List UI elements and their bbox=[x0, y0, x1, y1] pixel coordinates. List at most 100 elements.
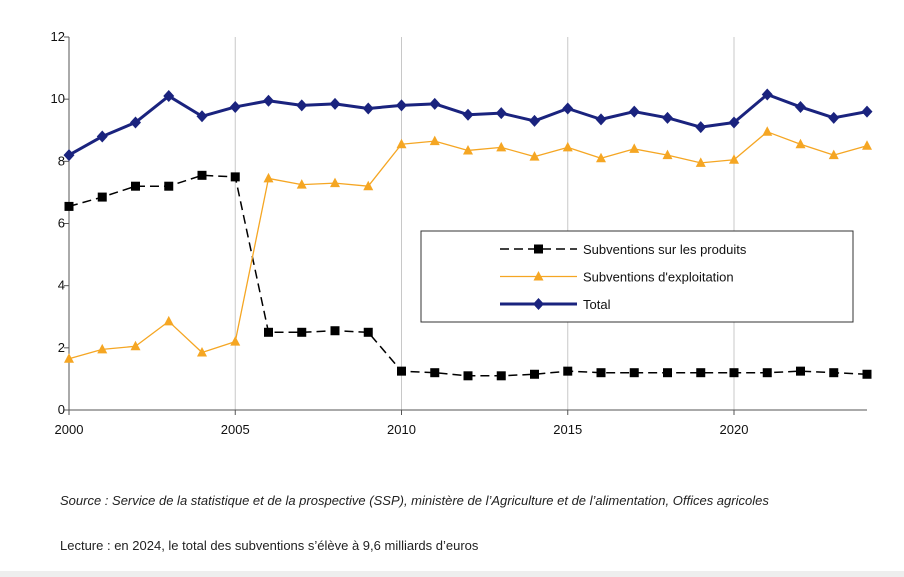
data-point-square bbox=[430, 368, 440, 378]
data-point-square bbox=[596, 368, 606, 378]
data-point-diamond bbox=[533, 298, 544, 310]
data-point-square bbox=[796, 366, 805, 376]
line-chart: 2000 2005 2010 2015 2020 0 2 4 6 8 10 12 Subvention… bbox=[51, 29, 873, 437]
legend-label: Subventions d'exploitation bbox=[583, 270, 734, 285]
legend-box bbox=[420, 230, 854, 323]
data-point-triangle bbox=[230, 336, 241, 346]
legend: Subventions sur les produits Subventions … bbox=[420, 230, 854, 323]
data-point-diamond bbox=[628, 105, 640, 118]
data-point-diamond bbox=[196, 110, 208, 123]
x-tick-label: 2015 bbox=[553, 422, 582, 437]
data-point-square bbox=[829, 368, 839, 378]
data-point-square bbox=[629, 368, 639, 378]
y-tick-label: 6 bbox=[58, 216, 65, 231]
legend-label: Total bbox=[583, 297, 611, 312]
reading-note: Lecture : en 2024, le total des subventi… bbox=[60, 538, 479, 553]
legend-label: Subventions sur les produits bbox=[583, 242, 747, 257]
data-point-diamond bbox=[529, 114, 540, 127]
data-point-triangle bbox=[795, 138, 806, 149]
data-point-diamond bbox=[761, 88, 773, 101]
data-point-diamond bbox=[362, 102, 374, 115]
data-point-triangle bbox=[596, 152, 606, 163]
data-point-triangle bbox=[263, 172, 274, 183]
data-point-diamond bbox=[429, 97, 441, 110]
data-point-triangle bbox=[629, 143, 640, 153]
data-point-square bbox=[729, 368, 739, 378]
data-point-square bbox=[862, 369, 872, 379]
source-note: Source : Service de la statistique et de… bbox=[60, 493, 769, 508]
data-point-square bbox=[164, 181, 174, 191]
bottom-bar bbox=[0, 571, 904, 577]
data-point-square bbox=[330, 326, 340, 336]
data-point-diamond bbox=[595, 113, 607, 126]
data-point-triangle bbox=[330, 177, 340, 188]
data-point-diamond bbox=[562, 102, 574, 115]
y-tick-label: 10 bbox=[51, 91, 65, 106]
y-tick-label: 8 bbox=[58, 153, 65, 168]
data-point-diamond bbox=[63, 149, 75, 162]
data-point-triangle bbox=[562, 141, 573, 152]
x-tick-label: 2010 bbox=[387, 422, 416, 437]
data-point-diamond bbox=[329, 97, 341, 110]
data-point-diamond bbox=[462, 108, 474, 121]
data-point-triangle bbox=[729, 154, 739, 164]
data-point-triangle bbox=[529, 151, 540, 161]
data-point-triangle bbox=[197, 346, 207, 357]
data-point-triangle bbox=[762, 126, 773, 136]
data-point-triangle bbox=[429, 135, 440, 146]
data-point-triangle bbox=[97, 343, 108, 354]
data-point-triangle bbox=[130, 340, 141, 351]
data-point-square bbox=[264, 327, 273, 337]
data-point-square bbox=[230, 172, 240, 182]
data-point-square bbox=[131, 181, 140, 191]
x-tick-label: 2020 bbox=[720, 422, 749, 437]
data-point-triangle bbox=[463, 144, 473, 155]
y-tick-label: 12 bbox=[51, 29, 65, 44]
data-point-square bbox=[97, 192, 107, 202]
data-point-diamond bbox=[263, 94, 274, 107]
series-2 bbox=[63, 88, 873, 162]
data-point-diamond bbox=[296, 99, 308, 112]
data-point-diamond bbox=[396, 99, 407, 112]
data-point-triangle bbox=[396, 138, 407, 149]
data-point-triangle bbox=[695, 157, 706, 167]
data-point-diamond bbox=[163, 90, 175, 103]
data-point-triangle bbox=[496, 141, 507, 152]
data-point-square bbox=[197, 170, 207, 180]
data-point-triangle bbox=[296, 179, 307, 189]
y-tick-label: 0 bbox=[58, 402, 65, 417]
data-point-triangle bbox=[163, 315, 174, 326]
data-point-square bbox=[563, 366, 573, 376]
data-point-triangle bbox=[363, 180, 374, 191]
data-point-triangle bbox=[828, 149, 839, 160]
data-point-diamond bbox=[495, 107, 507, 120]
data-point-diamond bbox=[828, 111, 840, 124]
data-point-diamond bbox=[130, 116, 141, 129]
data-point-diamond bbox=[795, 100, 806, 113]
data-point-square bbox=[64, 201, 74, 211]
data-point-square bbox=[496, 371, 506, 381]
series-0 bbox=[64, 170, 872, 381]
axes: 2000 2005 2010 2015 2020 0 2 4 6 8 10 12 bbox=[51, 29, 867, 437]
data-point-square bbox=[363, 327, 373, 337]
y-tick-label: 4 bbox=[58, 278, 65, 293]
data-point-square bbox=[297, 327, 307, 337]
data-point-square bbox=[762, 368, 772, 378]
data-point-diamond bbox=[861, 105, 873, 118]
series-1 bbox=[64, 126, 872, 363]
data-point-square bbox=[696, 368, 706, 378]
data-point-diamond bbox=[96, 130, 108, 143]
data-point-triangle bbox=[862, 140, 872, 150]
data-point-square bbox=[663, 368, 672, 378]
series bbox=[63, 88, 873, 381]
data-point-diamond bbox=[229, 100, 241, 113]
data-point-square bbox=[534, 244, 543, 254]
data-point-diamond bbox=[728, 116, 740, 129]
data-point-triangle bbox=[533, 271, 544, 281]
data-point-triangle bbox=[662, 149, 673, 160]
data-point-square bbox=[463, 371, 473, 381]
data-point-diamond bbox=[695, 121, 707, 134]
data-point-diamond bbox=[662, 111, 673, 124]
x-tick-label: 2000 bbox=[55, 422, 84, 437]
data-point-square bbox=[397, 366, 406, 376]
